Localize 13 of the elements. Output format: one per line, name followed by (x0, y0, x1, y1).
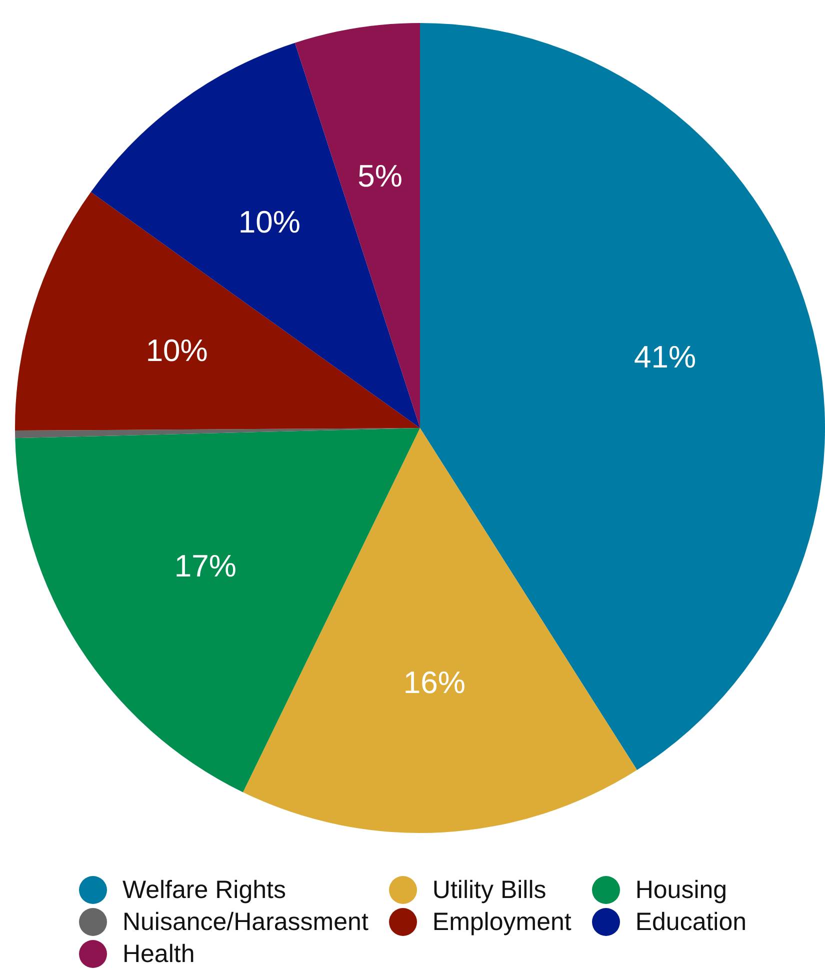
legend-label: Welfare Rights (122, 876, 286, 904)
legend-label: Health (122, 940, 195, 968)
legend-label: Education (635, 908, 747, 936)
data-label: 10% (238, 204, 300, 240)
legend-label: Employment (432, 908, 572, 936)
legend-label: Utility Bills (432, 876, 546, 904)
data-label: 17% (174, 548, 236, 584)
data-label: 16% (403, 665, 466, 700)
legend-label: Nuisance/Harassment (122, 908, 368, 936)
legend-label: Housing (635, 876, 728, 904)
data-label: 5% (358, 158, 402, 194)
data-label: 10% (146, 333, 208, 368)
data-label: 41% (634, 339, 696, 374)
